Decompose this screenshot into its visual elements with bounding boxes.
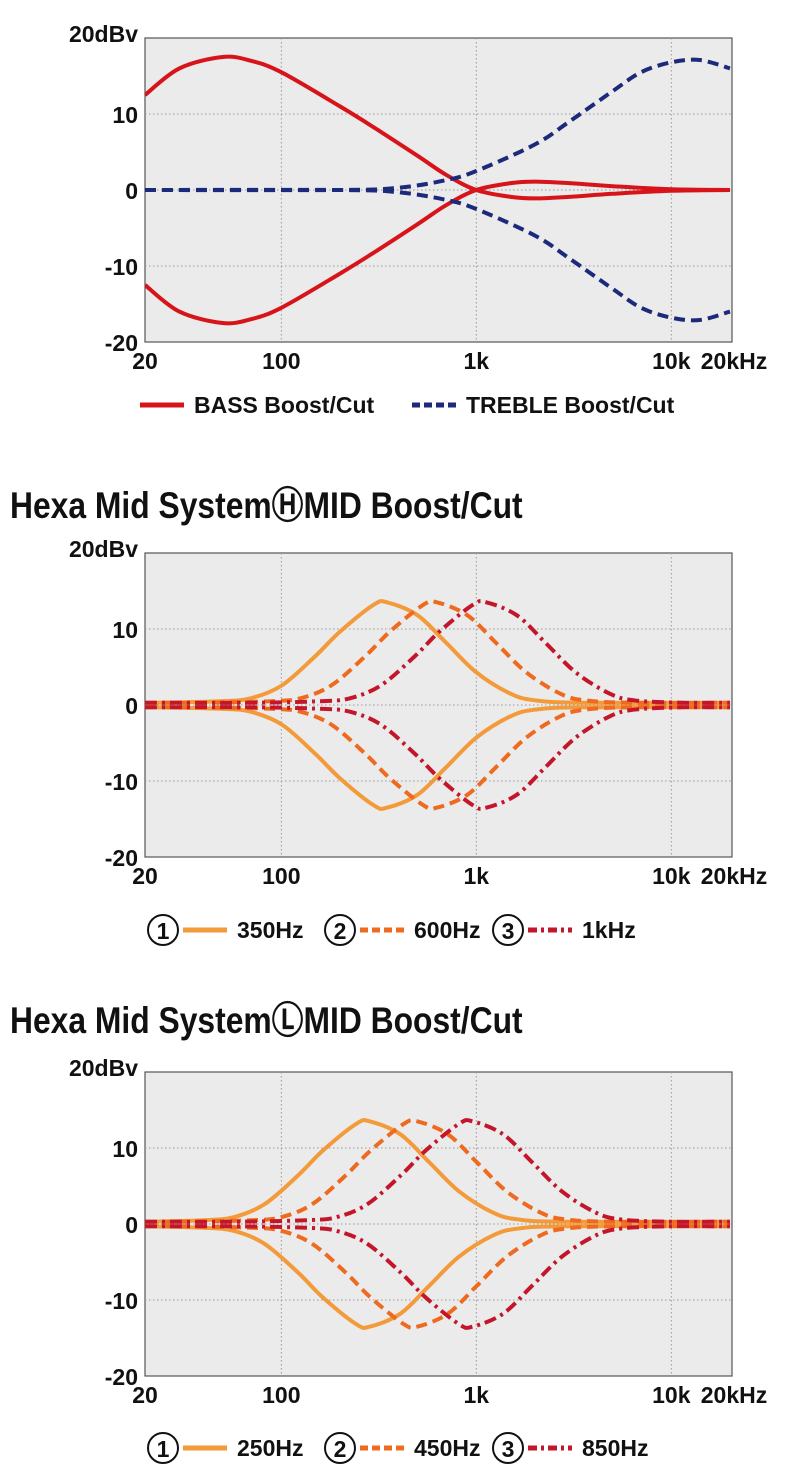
x-tick-label: 10k [652,1382,691,1408]
legend-label: TREBLE Boost/Cut [466,392,675,418]
y-tick-label: -20 [105,330,138,356]
legend-marker-circle [147,914,179,946]
legend-marker-circle [324,1432,356,1464]
series-line-bass-boost-cut-cut [145,179,731,326]
legend-marker-circle [492,1432,524,1464]
y-tick-label: 20dBv [69,1055,138,1081]
series-line-bass-boost-cut-boost [145,54,731,201]
legend-marker-number: 3 [502,918,515,944]
x-tick-label: 20kHz [701,348,767,374]
series-line-250hz-boost [145,1118,731,1224]
legend-marker-circle [324,914,356,946]
series-line-600hz-cut [145,705,731,811]
x-tick-label: 1k [464,1382,490,1408]
series-group [145,599,731,811]
legend-marker-circle [492,914,524,946]
series-line-600hz-boost [145,599,731,705]
y-tick-label: 10 [112,617,138,643]
x-tick-label: 20kHz [701,1382,767,1408]
series-group [145,1118,731,1330]
chart-title: Hexa Mid SystemⒽMID Boost/Cut [10,486,523,527]
y-tick-label: 20dBv [69,21,138,47]
y-tick-label: 0 [125,1212,138,1238]
y-tick-label: -10 [105,254,138,280]
legend: BASS Boost/Cut TREBLE Boost/Cut [140,392,675,418]
x-tick-label: 1k [464,348,490,374]
series-line-1khz-boost [145,599,731,705]
y-tick-label: -10 [105,769,138,795]
y-tick-label: -10 [105,1288,138,1314]
series-line-850hz-boost [145,1118,731,1224]
y-tick-label: 10 [112,102,138,128]
legend-label: 600Hz [414,917,480,943]
series-line-250hz-cut [145,1224,731,1330]
x-tick-label: 20 [132,348,158,374]
legend-label: 1kHz [582,917,636,943]
x-tick-label: 1k [464,863,490,889]
series-line-450hz-boost [145,1118,731,1224]
legend-label: 250Hz [237,1435,303,1461]
legend-marker-number: 1 [157,1436,170,1462]
series-line-1khz-cut [145,705,731,811]
legend-label: BASS Boost/Cut [194,392,375,418]
legend-marker-circle [147,1432,179,1464]
y-tick-label: -20 [105,1364,138,1390]
x-tick-label: 10k [652,348,691,374]
y-tick-label: 10 [112,1136,138,1162]
x-tick-label: 20 [132,1382,158,1408]
x-tick-label: 100 [262,863,300,889]
legend-marker-number: 3 [502,1436,515,1462]
legend-marker-number: 1 [157,918,170,944]
y-tick-label: 0 [125,178,138,204]
series-group [145,54,731,326]
x-tick-label: 10k [652,863,691,889]
legend: 1 350Hz 2 600Hz 3 1kHz [147,914,636,946]
x-tick-label: 20 [132,863,158,889]
legend-marker-number: 2 [334,1436,347,1462]
y-tick-label: 0 [125,693,138,719]
chart-title: Hexa Mid SystemⓁMID Boost/Cut [10,1001,523,1042]
y-tick-label: -20 [105,845,138,871]
series-line-850hz-cut [145,1224,731,1330]
legend-label: 450Hz [414,1435,480,1461]
x-tick-label: 100 [262,348,300,374]
legend-marker-number: 2 [334,918,347,944]
legend-label: 850Hz [582,1435,648,1461]
series-line-450hz-cut [145,1224,731,1330]
legend: 1 250Hz 2 450Hz 3 850Hz [147,1432,648,1464]
x-tick-label: 100 [262,1382,300,1408]
legend-label: 350Hz [237,917,303,943]
series-line-treble-boost-cut-cut [145,187,731,323]
y-tick-label: 20dBv [69,536,138,562]
x-tick-label: 20kHz [701,863,767,889]
